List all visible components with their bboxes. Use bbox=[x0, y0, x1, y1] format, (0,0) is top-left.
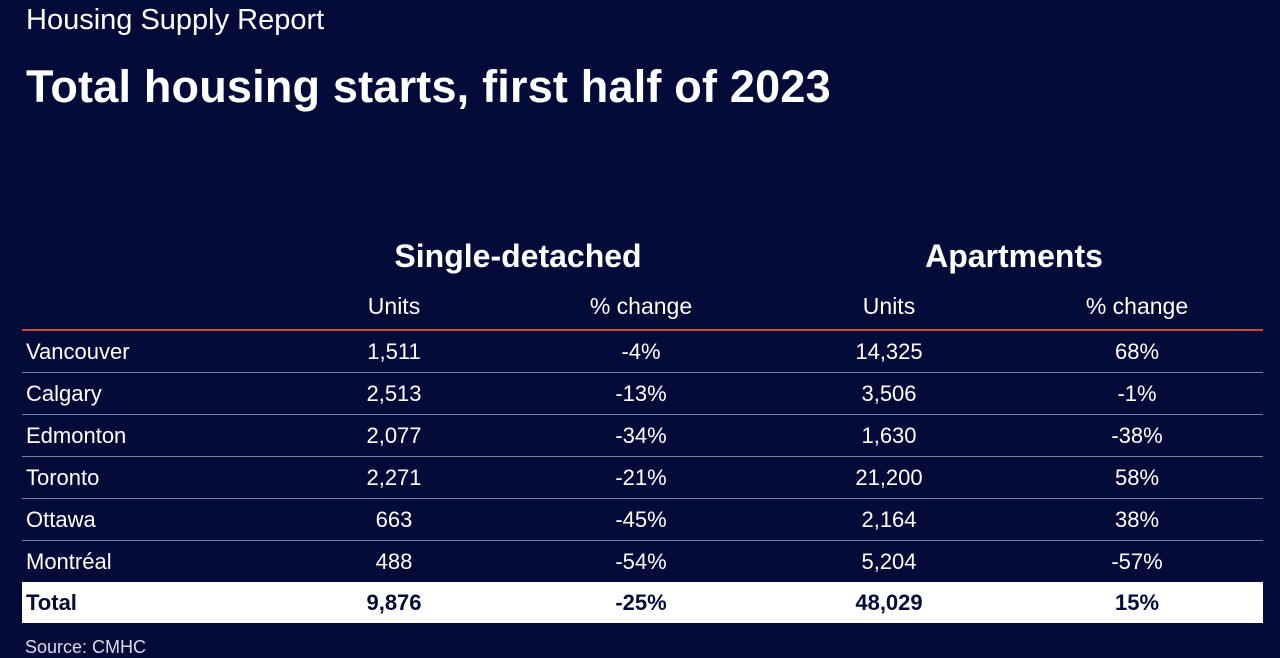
apartment-change-cell: -57% bbox=[1111, 549, 1163, 574]
group-header-apartments: Apartments bbox=[925, 238, 1103, 274]
column-header-single-change: % change bbox=[589, 293, 693, 319]
apartment-change-cell: 68% bbox=[1114, 339, 1160, 364]
total-row: Total 9,876 -25% 48,029 15% bbox=[22, 582, 1263, 623]
total-apartment-change: 15% bbox=[1114, 590, 1160, 615]
apartment-units-cell: 14,325 bbox=[855, 339, 923, 364]
total-single-units: 9,876 bbox=[366, 590, 422, 615]
single-units-cell: 2,513 bbox=[366, 381, 422, 406]
apartment-units-cell: 1,630 bbox=[861, 423, 917, 448]
column-header-apartment-units: Units bbox=[862, 293, 916, 319]
apartment-change-cell: -38% bbox=[1111, 423, 1163, 448]
group-header-single-detached: Single-detached bbox=[394, 238, 642, 274]
single-units-cell: 1,511 bbox=[367, 339, 421, 364]
city-cell: Montréal bbox=[26, 549, 112, 574]
apartment-units-cell: 3,506 bbox=[861, 381, 917, 406]
total-label: Total bbox=[26, 590, 77, 615]
apartment-units-cell: 21,200 bbox=[855, 465, 923, 490]
data-table-body: Vancouver 1,511 -4% 14,325 68% Calgary 2… bbox=[22, 331, 1263, 582]
table-row: Vancouver 1,511 -4% 14,325 68% bbox=[22, 331, 1263, 373]
table-row: Montréal 488 -54% 5,204 -57% bbox=[22, 541, 1263, 582]
apartment-change-cell: 58% bbox=[1114, 465, 1160, 490]
single-units-cell: 2,077 bbox=[366, 423, 422, 448]
page-title: Total housing starts, first half of 2023 bbox=[26, 61, 831, 112]
apartment-units-cell: 2,164 bbox=[861, 507, 917, 532]
column-header-apartment-change: % change bbox=[1085, 293, 1189, 319]
apartment-change-cell: 38% bbox=[1114, 507, 1160, 532]
report-label: Housing Supply Report bbox=[26, 4, 325, 36]
single-change-cell: -34% bbox=[615, 423, 667, 448]
total-apartment-units: 48,029 bbox=[855, 590, 923, 615]
single-change-cell: -21% bbox=[615, 465, 667, 490]
city-cell: Edmonton bbox=[26, 423, 127, 448]
total-single-change: -25% bbox=[615, 590, 667, 615]
city-cell: Ottawa bbox=[26, 507, 96, 532]
table-row: Toronto 2,271 -21% 21,200 58% bbox=[22, 457, 1263, 499]
table-row: Calgary 2,513 -13% 3,506 -1% bbox=[22, 373, 1263, 415]
single-change-cell: -54% bbox=[615, 549, 667, 574]
single-units-cell: 2,271 bbox=[366, 465, 422, 490]
city-cell: Calgary bbox=[26, 381, 102, 406]
apartment-units-cell: 5,204 bbox=[861, 549, 917, 574]
column-header-single-units: Units bbox=[367, 293, 421, 319]
single-change-cell: -45% bbox=[615, 507, 667, 532]
single-change-cell: -4% bbox=[621, 339, 661, 364]
single-change-cell: -13% bbox=[615, 381, 667, 406]
header-divider bbox=[22, 329, 1263, 331]
single-units-cell: 663 bbox=[375, 507, 413, 532]
single-units-cell: 488 bbox=[375, 549, 413, 574]
table-row: Edmonton 2,077 -34% 1,630 -38% bbox=[22, 415, 1263, 457]
source-note: Source: CMHC bbox=[25, 637, 147, 657]
apartment-change-cell: -1% bbox=[1117, 381, 1157, 406]
city-cell: Vancouver bbox=[26, 339, 130, 364]
table-row: Ottawa 663 -45% 2,164 38% bbox=[22, 499, 1263, 541]
city-cell: Toronto bbox=[26, 465, 100, 490]
